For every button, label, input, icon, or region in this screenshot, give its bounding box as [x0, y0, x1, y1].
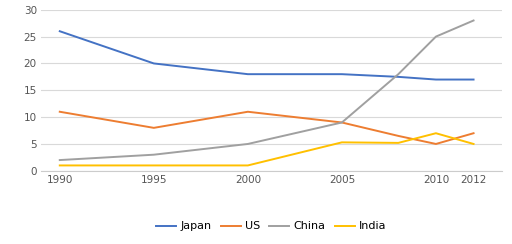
Japan: [395, 75, 401, 78]
India: [395, 142, 401, 144]
Japan: [433, 78, 439, 81]
Line: Japan: Japan: [60, 31, 474, 80]
China: [395, 73, 401, 76]
Japan: [57, 30, 63, 33]
US: [433, 142, 439, 145]
US: [57, 110, 63, 113]
US: [151, 126, 157, 129]
China: [57, 159, 63, 162]
US: [339, 121, 345, 124]
Japan: [151, 62, 157, 65]
Japan: [245, 73, 251, 76]
India: [151, 164, 157, 167]
India: [433, 132, 439, 135]
India: [245, 164, 251, 167]
Legend: Japan, US, China, India: Japan, US, China, India: [156, 222, 387, 232]
Japan: [471, 78, 477, 81]
US: [471, 132, 477, 135]
Line: China: China: [60, 20, 474, 160]
India: [471, 142, 477, 145]
China: [151, 153, 157, 156]
China: [339, 121, 345, 124]
India: [339, 141, 345, 144]
China: [471, 19, 477, 22]
US: [245, 110, 251, 113]
India: [57, 164, 63, 167]
China: [433, 35, 439, 38]
Line: India: India: [60, 133, 474, 165]
China: [245, 142, 251, 145]
Japan: [339, 73, 345, 76]
US: [395, 134, 401, 137]
Line: US: US: [60, 112, 474, 144]
